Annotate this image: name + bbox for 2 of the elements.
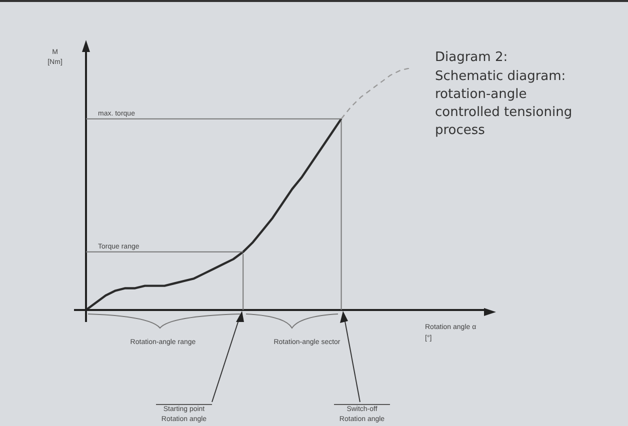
- text: Diagram 2:: [435, 50, 508, 65]
- text: Schematic diagram: rotation-angle controlled tensioning process: [435, 68, 574, 140]
